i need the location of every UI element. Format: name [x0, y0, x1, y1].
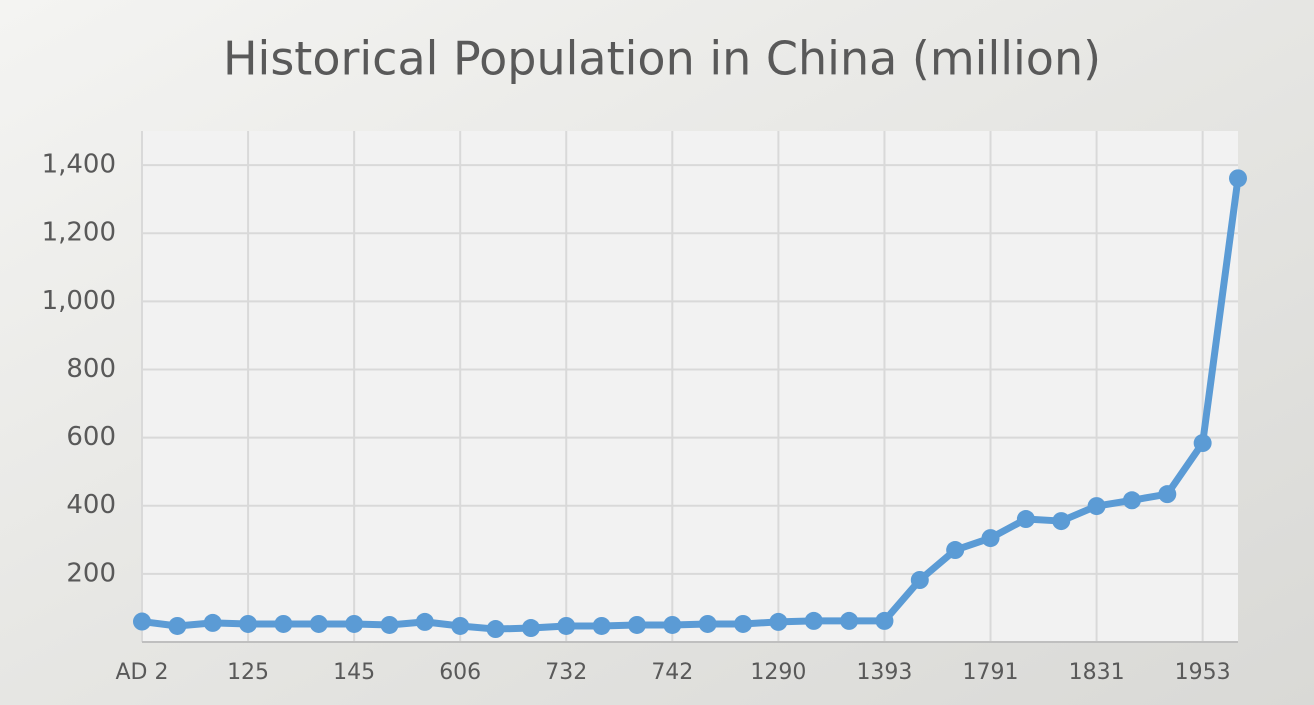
- chart-title: Historical Population in China (million): [223, 32, 1101, 86]
- marker: [1017, 510, 1035, 528]
- x-tick-label: 1953: [1175, 660, 1231, 685]
- marker: [204, 614, 222, 632]
- marker: [168, 617, 186, 635]
- marker: [840, 612, 858, 630]
- chart: Historical Population in China (million)…: [0, 0, 1314, 705]
- y-tick-label: 400: [66, 490, 116, 520]
- marker: [1088, 497, 1106, 515]
- marker: [769, 613, 787, 631]
- marker: [557, 617, 575, 635]
- y-tick-label: 1,400: [42, 150, 116, 180]
- marker: [1123, 491, 1141, 509]
- marker: [274, 615, 292, 633]
- plot-area: [142, 131, 1238, 642]
- x-tick-label: AD 2: [116, 660, 169, 685]
- marker: [875, 612, 893, 630]
- marker: [663, 616, 681, 634]
- marker: [1229, 169, 1247, 187]
- x-tick-label: 1791: [963, 660, 1019, 685]
- marker: [310, 615, 328, 633]
- marker: [133, 613, 151, 631]
- marker: [487, 620, 505, 638]
- x-tick-label: 1290: [750, 660, 806, 685]
- marker: [593, 617, 611, 635]
- marker: [628, 616, 646, 634]
- marker: [699, 615, 717, 633]
- x-tick-label: 125: [227, 660, 269, 685]
- marker: [345, 615, 363, 633]
- marker: [239, 615, 257, 633]
- y-tick-label: 600: [66, 422, 116, 452]
- marker: [805, 612, 823, 630]
- y-tick-label: 1,000: [42, 286, 116, 316]
- marker: [522, 619, 540, 637]
- marker: [416, 613, 434, 631]
- marker: [1194, 434, 1212, 452]
- marker: [380, 616, 398, 634]
- marker: [734, 615, 752, 633]
- x-tick-label: 606: [439, 660, 481, 685]
- page: {"chart_data": {"type": "line", "title":…: [0, 0, 1314, 705]
- y-tick-label: 1,200: [42, 218, 116, 248]
- marker: [982, 529, 1000, 547]
- x-tick-label: 1831: [1069, 660, 1125, 685]
- marker: [1158, 485, 1176, 503]
- x-tick-label: 742: [651, 660, 693, 685]
- marker: [451, 617, 469, 635]
- x-tick-label: 732: [545, 660, 587, 685]
- marker: [911, 571, 929, 589]
- x-tick-label: 1393: [856, 660, 912, 685]
- marker: [946, 541, 964, 559]
- y-tick-label: 800: [66, 354, 116, 384]
- x-tick-label: 145: [333, 660, 375, 685]
- marker: [1052, 512, 1070, 530]
- y-tick-label: 200: [66, 558, 116, 588]
